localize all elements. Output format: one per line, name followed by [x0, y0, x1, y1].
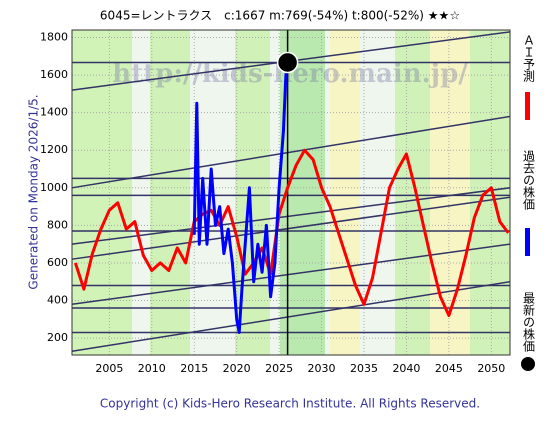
legend-swatch — [521, 357, 535, 371]
x-tick-label: 2045 — [435, 362, 463, 375]
y-tick-label: 600 — [47, 256, 68, 269]
x-tick-label: 2020 — [223, 362, 251, 375]
plot-frame — [71, 29, 511, 356]
legend-label: ＡＩ予測 — [522, 34, 536, 83]
series-line — [73, 148, 510, 317]
x-tick-label: 2040 — [392, 362, 420, 375]
x-tick-label: 2050 — [477, 362, 505, 375]
trend-line — [71, 115, 511, 189]
y-tick-label: 1400 — [40, 106, 68, 119]
chart-title: 6045=レントラクス c:1667 m:769(-54%) t:800(-52… — [100, 9, 460, 23]
legend-label: 最新の株価 — [522, 292, 536, 352]
y-tick-label: 1200 — [40, 143, 68, 156]
legend-label: 過去の株価 — [522, 150, 536, 210]
legend-swatch — [525, 228, 530, 256]
y-tick-label: 800 — [47, 218, 68, 231]
y-tick-label: 400 — [47, 294, 68, 307]
x-tick-label: 2015 — [180, 362, 208, 375]
y-tick-label: 200 — [47, 331, 68, 344]
left-note: Generated on Monday 2026/1/5. — [27, 94, 41, 289]
y-tick-label: 1000 — [40, 181, 68, 194]
y-tick-label: 1800 — [40, 31, 68, 44]
band — [395, 30, 430, 355]
trend-line — [71, 243, 511, 306]
latest-point — [276, 51, 299, 74]
x-tick-label: 2005 — [95, 362, 123, 375]
trend-line — [71, 196, 511, 260]
x-tick-label: 2025 — [265, 362, 293, 375]
legend-swatch — [525, 92, 530, 120]
x-tick-label: 2030 — [308, 362, 336, 375]
x-tick-label: 2035 — [350, 362, 378, 375]
trend-line — [71, 187, 511, 245]
y-tick-label: 1600 — [40, 68, 68, 81]
series-line — [192, 62, 290, 334]
trend-line — [71, 280, 511, 352]
footer: Copyright (c) Kids-Hero Research Institu… — [100, 397, 480, 411]
x-tick-label: 2010 — [138, 362, 166, 375]
